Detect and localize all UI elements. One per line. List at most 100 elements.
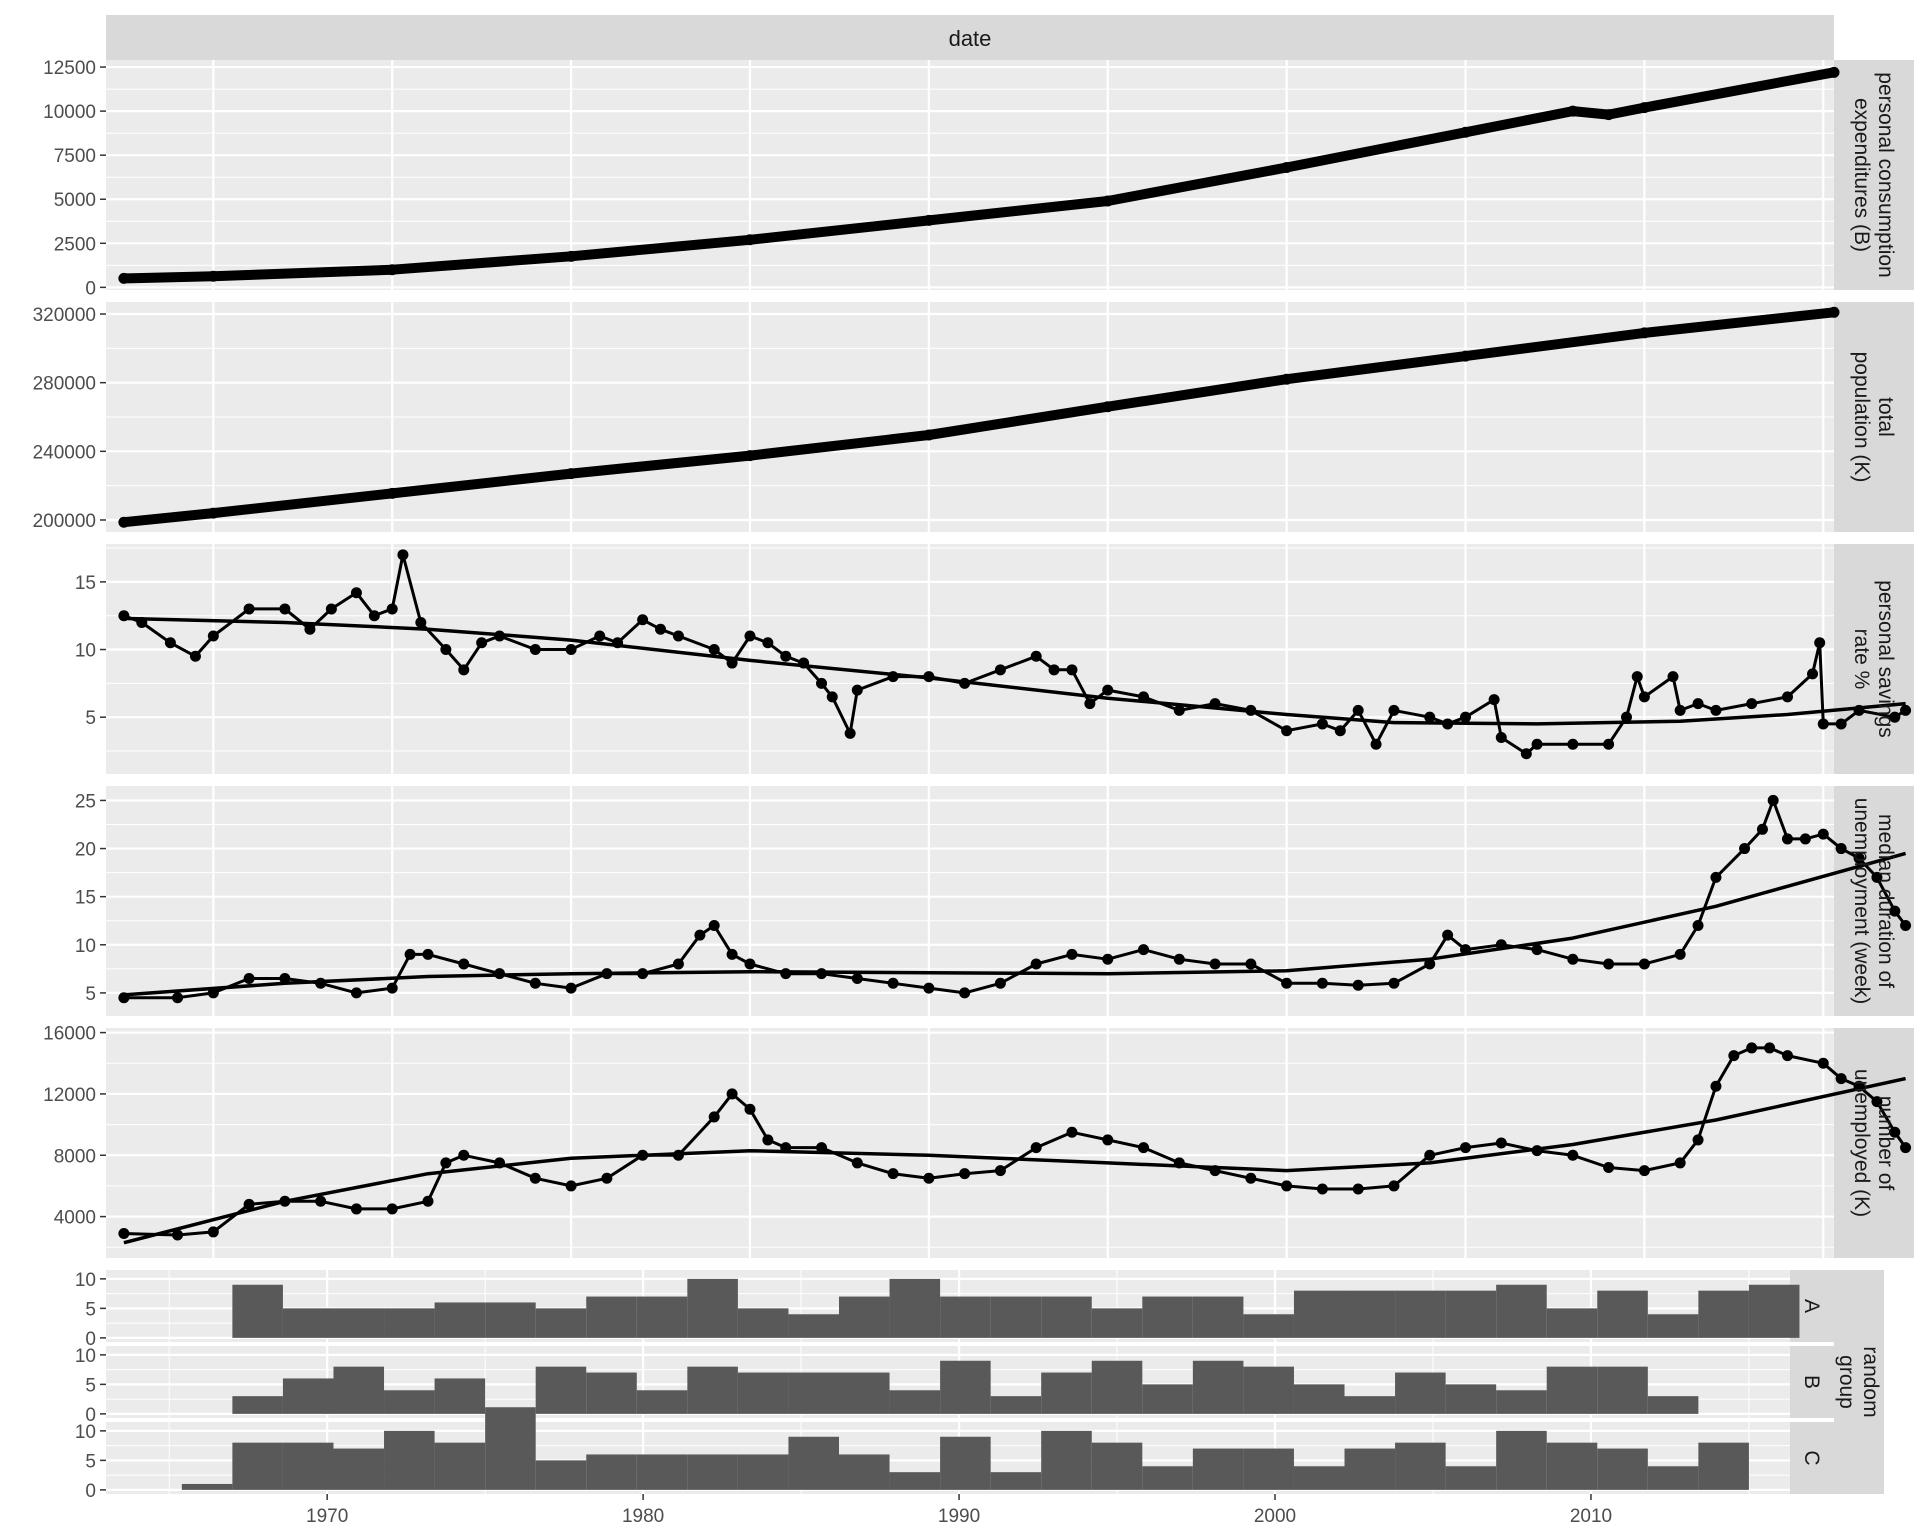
panel-3-point — [1817, 718, 1829, 730]
panel-5-point — [350, 1203, 362, 1215]
panel-1-point — [1638, 102, 1650, 114]
panel-7-bar — [687, 1366, 738, 1414]
panel-1-point — [386, 264, 398, 276]
panel-4-point — [1424, 958, 1436, 970]
panel-4-point — [1138, 944, 1150, 956]
panel-3-point — [744, 630, 756, 642]
panel-8-bar — [434, 1442, 486, 1490]
panel-8-y-tick-label: 10 — [75, 1422, 96, 1443]
panel-5-point — [601, 1172, 613, 1184]
panel-6-bar — [1445, 1290, 1497, 1338]
panel-6-bar — [282, 1308, 334, 1338]
panel-5-point — [1638, 1165, 1650, 1177]
panel-3-point — [1814, 637, 1826, 649]
panel-8-bar — [1091, 1442, 1143, 1490]
panel-4-point — [1281, 977, 1293, 989]
panel-1-point — [1460, 126, 1472, 138]
panel-8-y-tick-label: 0 — [85, 1481, 96, 1502]
panel-5-point — [315, 1195, 327, 1207]
panel-3-point — [1102, 684, 1114, 696]
panel-3-point — [1066, 664, 1078, 676]
panel-7-bar — [232, 1396, 283, 1414]
panel-3-point — [816, 677, 828, 689]
panel-3-point — [1620, 711, 1632, 723]
panel-6-bar — [889, 1278, 941, 1338]
panel-3-point — [762, 637, 774, 649]
panel-4-point — [1799, 833, 1811, 845]
panel-7-bar — [737, 1372, 789, 1414]
panel-1-y-tick-label: 0 — [85, 278, 96, 299]
panel-5-point — [726, 1088, 738, 1100]
panel-7-y-tick-label: 10 — [75, 1346, 96, 1367]
panel-4-point — [726, 948, 738, 960]
panel-4-point — [350, 987, 362, 999]
panel-5-point — [565, 1180, 577, 1192]
panel-6-bar — [1395, 1290, 1446, 1338]
panel-1: 0 2500 5000 7500 10000 12500 personal consumpt… — [43, 58, 1914, 299]
panel-5-strip-label-line: unemployed (K) — [1850, 1069, 1873, 1217]
panel-5-point — [1316, 1183, 1328, 1195]
panel-5-point — [1889, 1126, 1901, 1138]
panel-7-bar — [1243, 1366, 1294, 1414]
group-strip-label-line: group — [1835, 1355, 1858, 1409]
panel-4-point — [1871, 871, 1883, 883]
panel-3-point — [207, 630, 219, 642]
panel-3-point — [1603, 738, 1615, 750]
panel-3-point — [397, 549, 409, 561]
panel-7-bar — [434, 1378, 486, 1414]
panel-4-point — [1245, 958, 1257, 970]
panel-5-point — [1674, 1157, 1686, 1169]
panel-5: 4000 8000 12000 16000 number ofunemployed (K… — [43, 1024, 1914, 1258]
panel-4-point — [1531, 944, 1543, 956]
panel-4-strip-label-line: unemployment (week) — [1850, 798, 1873, 1005]
x-tick-label: 2010 — [1570, 1506, 1612, 1527]
panel-4-strip-label-line: median duration of — [1874, 814, 1897, 988]
panel-4-point — [422, 948, 434, 960]
panel-8-bar — [1293, 1466, 1345, 1490]
panel-1-strip-label: personal consumptionexpenditures (B) — [1850, 72, 1897, 277]
panel-4-background — [106, 786, 1834, 1016]
panel-5-point — [744, 1103, 756, 1115]
panel-8-bar — [1395, 1442, 1446, 1490]
panel-3-point — [1173, 704, 1185, 716]
panel-4-y-tick-label: 15 — [75, 888, 96, 909]
panel-4-point — [1567, 953, 1579, 965]
panel-8-bar — [535, 1460, 587, 1490]
panel-8-strip — [1790, 1422, 1834, 1494]
panel-8-bar — [586, 1454, 637, 1490]
panel-8-bar — [384, 1430, 435, 1490]
panel-3-point — [1807, 668, 1819, 680]
panel-4-y-tick-label: 10 — [75, 936, 96, 957]
panel-1-point — [744, 234, 756, 246]
panel-4-y-tick-label: 5 — [85, 984, 96, 1005]
panel-7-bar — [1142, 1384, 1193, 1414]
panel-1-point — [565, 250, 577, 262]
panel-5-point — [243, 1198, 255, 1210]
panel-7: 0 5 10 B — [75, 1346, 1834, 1426]
panel-2-point — [744, 450, 756, 462]
panel-7-bar — [1192, 1360, 1244, 1414]
panel-3-point — [1370, 738, 1382, 750]
panel-3-point — [458, 664, 470, 676]
panel-8-bar — [1597, 1448, 1648, 1490]
panel-2-y-tick-label: 280000 — [33, 374, 96, 395]
panel-4-point — [1102, 953, 1114, 965]
panel-5-point — [422, 1195, 434, 1207]
panel-7-bar — [1445, 1384, 1497, 1414]
panel-5-y-tick-label: 16000 — [43, 1024, 96, 1045]
panel-3-y-tick-label: 15 — [75, 573, 96, 594]
panel-5-point — [1138, 1142, 1150, 1154]
panel-3-strip-label: personal savingsrate % — [1850, 580, 1897, 738]
panel-6-bar — [384, 1308, 435, 1338]
panel-5-point — [1567, 1149, 1579, 1161]
panel-5-point — [1764, 1042, 1776, 1054]
panel-3: 5 10 15 personal savingsrate % — [75, 544, 1914, 774]
panel-1-y-tick-label: 5000 — [54, 190, 96, 211]
panel-2-point — [118, 516, 130, 528]
panel-5-point — [1728, 1050, 1740, 1062]
panel-3-y-tick-label: 10 — [75, 641, 96, 662]
panel-5-point — [1692, 1134, 1704, 1146]
panel-3-point — [386, 603, 398, 615]
panel-2-point — [386, 487, 398, 499]
